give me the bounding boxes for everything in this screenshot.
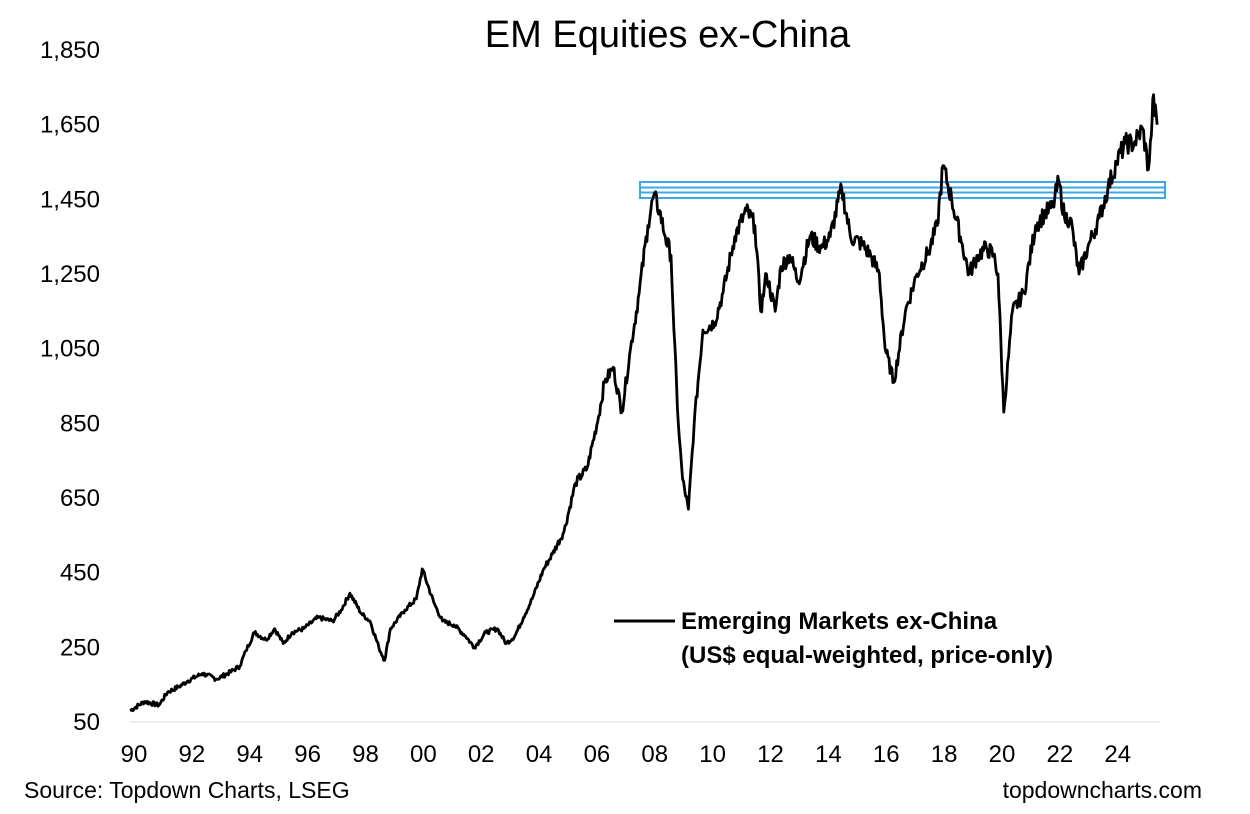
y-tick-label: 50 [73,709,100,736]
resistance-band [639,181,1166,199]
x-tick-label: 96 [294,741,321,768]
x-tick-label: 16 [873,741,900,768]
band-outline [639,181,1166,199]
x-tick-label: 20 [989,741,1016,768]
series-lines [129,93,1159,713]
x-tick-label: 10 [699,741,726,768]
source-note: Source: Topdown Charts, LSEG [24,777,350,803]
y-tick-label: 850 [60,410,100,437]
y-tick-label: 650 [60,485,100,512]
x-tick-label: 24 [1104,741,1131,768]
x-tick-label: 94 [236,741,263,768]
x-tick-label: 18 [931,741,958,768]
x-tick-label: 08 [641,741,668,768]
y-tick-label: 1,450 [40,186,100,213]
y-tick-label: 450 [60,560,100,587]
x-tick-label: 04 [526,741,553,768]
y-tick-label: 1,850 [40,37,100,64]
series-line [129,93,1159,713]
chart-title: EM Equities ex-China [484,14,851,56]
x-tick-label: 98 [352,741,379,768]
y-tick-label: 250 [60,634,100,661]
y-tick-label: 1,050 [40,336,100,363]
x-tick-label: 14 [815,741,842,768]
legend-label-line2: (US$ equal-weighted, price-only) [681,642,1053,669]
legend: Emerging Markets ex-China (US$ equal-wei… [614,608,1053,669]
y-tick-label: 1,250 [40,261,100,288]
x-tick-label: 22 [1046,741,1073,768]
x-tick-label: 06 [584,741,611,768]
y-tick-label: 1,650 [40,112,100,139]
x-tick-label: 92 [179,741,206,768]
x-axis: 90 92 94 96 98 00 02 04 06 08 10 12 14 16 18 20 22 24 [121,721,1160,768]
y-axis: 50 250 450 650 850 1,050 1,250 1,450 1,650 1,850 [40,37,100,736]
x-tick-label: 12 [757,741,784,768]
x-tick-label: 90 [121,741,148,768]
website-note: topdowncharts.com [1002,777,1202,803]
x-tick-label: 00 [410,741,437,768]
legend-label: Emerging Markets ex-China [681,608,998,635]
x-tick-label: 02 [468,741,495,768]
